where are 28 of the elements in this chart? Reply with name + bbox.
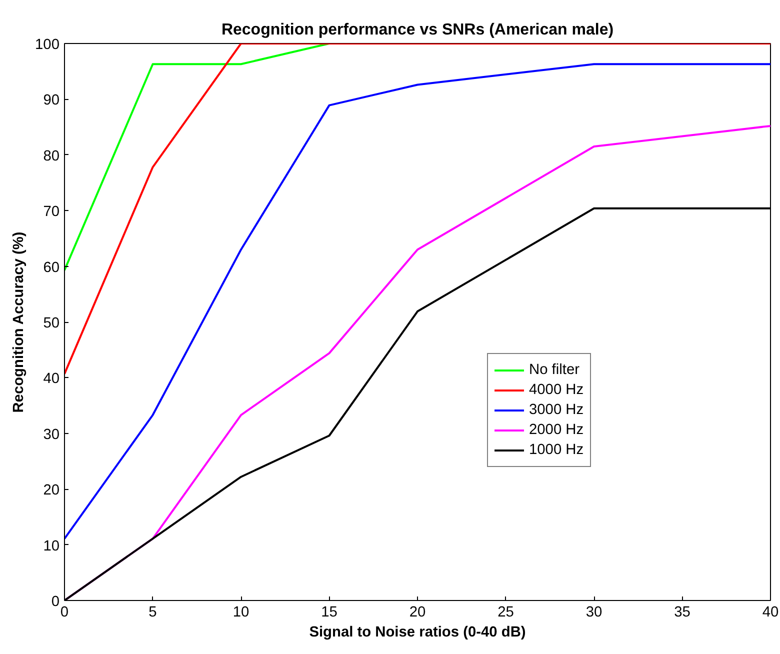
legend-label: 2000 Hz: [529, 422, 584, 438]
y-tick-label: 50: [43, 316, 60, 332]
x-tick-label: 15: [321, 604, 338, 620]
legend-label: No filter: [529, 362, 580, 378]
x-tick-label: 40: [762, 604, 779, 620]
chart-title: Recognition performance vs SNRs (American male): [221, 22, 614, 38]
y-tick-label: 80: [43, 148, 60, 164]
x-tick-label: 20: [409, 604, 426, 620]
y-tick-label: 40: [43, 371, 60, 388]
legend-label: 3000 Hz: [529, 402, 584, 418]
y-tick-label: 30: [43, 426, 60, 443]
y-axis-title: Recognition Accuracy (%): [11, 232, 28, 413]
x-tick-label: 25: [498, 604, 514, 620]
y-tick-label: 70: [43, 204, 60, 220]
y-tick-label: 100: [35, 37, 60, 53]
x-tick-label: 5: [148, 604, 157, 620]
x-tick-label: 10: [232, 604, 250, 620]
line-series: [64, 63, 770, 540]
x-axis-title: Signal to Noise ratios (0-40 dB): [309, 624, 526, 640]
y-tick-label: 0: [51, 594, 60, 610]
y-tick-label: 20: [43, 482, 60, 499]
legend-label: 4000 Hz: [529, 382, 584, 398]
y-tick-label: 60: [43, 260, 60, 276]
x-tick-label: 35: [674, 604, 690, 620]
y-tick-label: 10: [43, 538, 60, 554]
x-tick-label: 30: [586, 604, 602, 620]
legend-label: 1000 Hz: [529, 442, 584, 458]
y-tick-label: 90: [43, 92, 60, 109]
